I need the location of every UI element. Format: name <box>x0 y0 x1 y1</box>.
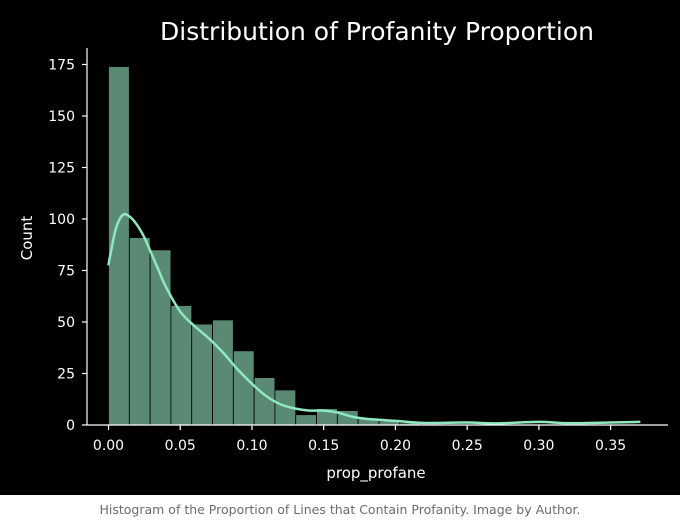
x-tick-label: 0.00 <box>93 438 124 454</box>
y-tick-label: 0 <box>66 418 75 434</box>
y-tick-label: 150 <box>48 109 75 125</box>
kde-line <box>107 212 641 425</box>
y-tick-label: 175 <box>48 57 75 73</box>
histogram-bar-9 <box>295 414 317 426</box>
y-tick-label: 75 <box>57 263 75 279</box>
chart-title: Distribution of Profanity Proportion <box>160 17 594 46</box>
x-tick-label: 0.20 <box>380 438 411 454</box>
figure-caption: Histogram of the Proportion of Lines tha… <box>99 502 581 517</box>
x-tick-label: 0.15 <box>308 438 339 454</box>
histogram-bar-6 <box>232 350 255 426</box>
axes-group <box>86 48 668 426</box>
y-ticks-group: 0 25 50 75 100 125 150 175 <box>48 57 87 434</box>
y-tick-label: 125 <box>48 160 75 176</box>
x-tick-label: 0.10 <box>236 438 267 454</box>
histogram-bar-7 <box>253 377 276 426</box>
histogram-bar-5 <box>212 319 234 426</box>
kde-group <box>107 212 641 425</box>
x-tick-label: 0.30 <box>523 438 554 454</box>
x-ticks-group: 0.00 0.05 0.10 0.15 0.20 0.25 0.30 0.35 <box>93 425 626 454</box>
x-axis-label: prop_profane <box>326 464 425 483</box>
y-tick-label: 100 <box>48 212 75 228</box>
histogram-bar-3 <box>170 305 193 426</box>
y-tick-label: 25 <box>57 366 75 382</box>
bars-group <box>108 66 421 426</box>
x-tick-label: 0.05 <box>165 438 196 454</box>
histogram-chart: Distribution of Profanity Proportion 0 25… <box>18 17 668 483</box>
chart-figure: Distribution of Profanity Proportion 0 25… <box>0 0 680 495</box>
x-tick-label: 0.35 <box>595 438 626 454</box>
x-tick-label: 0.25 <box>452 438 483 454</box>
y-tick-label: 50 <box>57 315 75 331</box>
y-axis-label: Count <box>18 216 36 261</box>
histogram-bar-1 <box>128 237 151 426</box>
